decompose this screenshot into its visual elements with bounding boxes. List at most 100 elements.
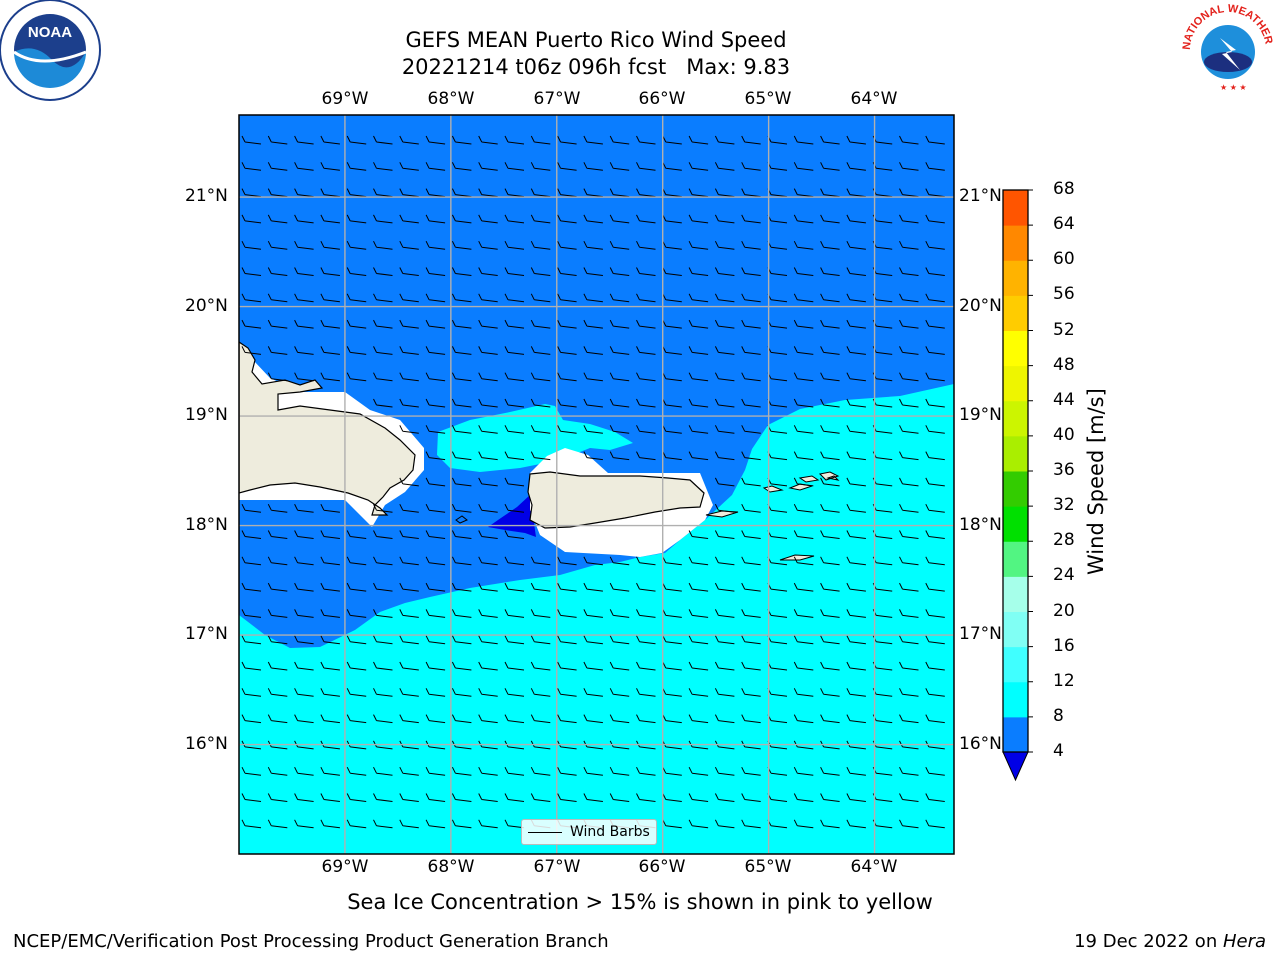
wind-barb [793, 530, 814, 539]
wind-barb [478, 635, 498, 645]
wind-barb [846, 819, 866, 829]
wind-barb [241, 319, 262, 329]
wind-barb [793, 766, 814, 776]
wind-barb [320, 188, 340, 198]
wind-barb [478, 267, 498, 276]
wind-barb [399, 688, 419, 697]
colorbar-band [1003, 295, 1028, 331]
wind-barb [399, 188, 419, 198]
wind-barb [267, 609, 288, 618]
wind-barb [688, 346, 709, 355]
wind-barb [451, 714, 472, 724]
wind-barb [294, 319, 314, 329]
wind-barb [320, 556, 340, 566]
wind-barb [714, 293, 735, 303]
wind-barb [741, 240, 761, 250]
wind-barb [899, 214, 919, 224]
wind-barb [241, 188, 262, 198]
wind-barb [820, 530, 840, 539]
wind-barb [636, 425, 656, 434]
wind-barb [478, 556, 498, 566]
wind-barb [899, 135, 919, 145]
wind-barb [373, 582, 393, 592]
lon-label: 67°W [533, 89, 581, 109]
wind-barb [373, 556, 393, 566]
wind-barb [820, 582, 840, 592]
wind-barb [373, 372, 393, 382]
wind-barb [741, 714, 761, 724]
wind-barb [399, 477, 419, 487]
wind-barb [925, 661, 945, 671]
wind-barb [425, 188, 446, 198]
wind-barb [504, 398, 525, 408]
wind-barb [925, 425, 945, 434]
wind-barb [820, 240, 840, 250]
wind-barb [714, 319, 735, 329]
wind-barb [478, 398, 498, 408]
wind-barb [294, 556, 314, 566]
wind-barb [688, 556, 709, 566]
wind-barb [820, 162, 840, 171]
wind-barb [846, 188, 866, 198]
wind-barb [451, 425, 472, 434]
colorbar-band [1003, 365, 1028, 402]
wind-barb [451, 530, 472, 539]
wind-barb [399, 267, 419, 276]
wind-barb [714, 188, 735, 198]
wind-barb [846, 530, 866, 539]
wind-barb [925, 556, 945, 566]
wind-barb [899, 556, 919, 566]
wind-barb [925, 477, 945, 487]
wind-barb [899, 372, 919, 382]
wind-barb [583, 609, 603, 618]
wind-barb [425, 162, 446, 171]
wind-barb [320, 240, 340, 250]
wind-barb [583, 346, 603, 355]
wind-barb [294, 819, 314, 829]
wind-barb [925, 267, 945, 276]
wind-barb [714, 477, 735, 487]
wind-barb [846, 425, 866, 434]
wind-barb [846, 346, 866, 355]
wind-barb [714, 214, 735, 224]
lon-label: 64°W [850, 89, 898, 109]
wind-barb [504, 688, 525, 697]
wind-barb [557, 267, 577, 276]
wind-barb [267, 267, 288, 276]
wind-barb [688, 240, 709, 250]
wind-barb [530, 766, 551, 776]
colorbar [1002, 189, 1033, 782]
wind-barb [741, 346, 761, 355]
wind-barb [688, 214, 709, 224]
lon-label: 67°W [533, 857, 581, 877]
wind-barb [267, 372, 288, 382]
wind-barb [557, 688, 577, 697]
wind-barb [820, 766, 840, 776]
wind-barb [714, 582, 735, 592]
colorbar-bands [1003, 190, 1028, 753]
wind-barb [504, 609, 525, 618]
wind-barb [688, 635, 709, 645]
wind-field-lt-4 [488, 495, 536, 537]
wind-barb [925, 503, 945, 513]
wind-barb [346, 319, 367, 329]
wind-barb [636, 714, 656, 724]
wind-barb [899, 661, 919, 671]
wind-barb [688, 661, 709, 671]
colorbar-tick-label: 32 [1053, 495, 1075, 516]
wind-barb [636, 766, 656, 776]
footer-machine: Hera [1222, 931, 1266, 952]
wind-barb [294, 661, 314, 671]
wind-barb [925, 135, 945, 145]
wind-barb [478, 162, 498, 171]
wind-field-8-12-patch [437, 404, 633, 472]
wind-barb [399, 346, 419, 355]
colorbar-band [1003, 611, 1028, 648]
wind-barb [846, 477, 866, 487]
wind-barb [504, 793, 525, 802]
wind-barb [504, 556, 525, 566]
wind-barb [820, 609, 840, 618]
wind-barb [820, 425, 840, 434]
sea-ice-caption: Sea Ice Concentration > 15% is shown in … [347, 890, 933, 914]
wind-barb [373, 766, 393, 776]
